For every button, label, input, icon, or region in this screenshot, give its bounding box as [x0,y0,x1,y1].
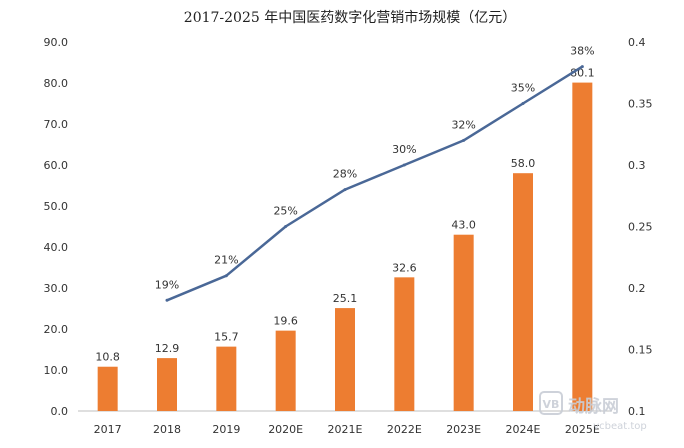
line-point [402,163,406,167]
x-tick-label: 2020E [268,423,303,436]
line-value-label: 28% [333,168,357,181]
line-point [165,298,169,302]
line-value-label: 32% [451,118,475,131]
line-point [580,65,584,69]
x-tick-label: 2022E [387,423,422,436]
line-value-label: 19% [155,278,179,291]
bar [572,82,593,411]
x-tick-label: 2021E [328,423,363,436]
y-left-tick-label: 20.0 [44,323,69,336]
y-right-tick-label: 0.15 [628,344,653,357]
bar-value-label: 58.0 [511,157,536,170]
bar [157,358,177,411]
y-left-tick-label: 30.0 [44,282,69,295]
line-value-label: 25% [273,205,297,218]
bar [275,330,296,411]
y-left-tick-label: 0.0 [51,405,69,418]
line-value-label: 35% [511,82,535,95]
bar-series [97,82,593,411]
y-left-tick-label: 60.0 [44,159,69,172]
line-point [462,138,466,142]
y-right-tick-label: 0.2 [628,282,646,295]
bar [216,346,237,411]
y-left-tick-label: 10.0 [44,364,69,377]
y-right-tick-label: 0.1 [628,405,646,418]
y-left-tick-label: 50.0 [44,200,69,213]
bar-value-label: 19.6 [273,315,298,328]
x-tick-labels: 2017 2018 2019 2020E 2021E 2022E 2023E 2024E 202… [94,423,600,436]
line-value-label: 38% [570,45,594,58]
bar [394,277,415,411]
y-left-tick-label: 90.0 [44,36,69,49]
line-value-label: 30% [392,143,416,156]
bar-value-label: 10.8 [95,351,120,364]
bar [513,173,533,411]
bar-value-label: 25.1 [333,292,358,305]
bar-value-label: 12.9 [155,342,180,355]
x-tick-label: 2023E [446,423,481,436]
watermark-badge [539,391,563,415]
watermark-brand: 动脉网 [568,396,619,417]
watermark-logo: VB 动脉网 vcbeat.top [539,391,647,432]
y-right-tick-label: 0.4 [628,36,646,49]
y-left-tick-label: 70.0 [44,118,69,131]
line-point [284,225,288,228]
bar [335,308,355,411]
y-axis-right: 0.1 0.15 0.2 0.25 0.3 0.35 0.4 [628,36,653,418]
line-point [343,188,347,192]
watermark-badge-letters: VB [543,398,560,411]
bar-value-labels: 10.812.915.719.625.132.643.058.080.1 [95,67,594,364]
bar [453,234,474,411]
line-value-labels: 19% 21% 25% 28% 30% 32% 35% 38% [155,45,595,292]
x-tick-label: 2024E [506,423,541,436]
x-tick-label: 2025E [565,423,600,436]
x-tick-label: 2018 [153,423,181,436]
y-axis-left: 0.0 10.0 20.0 30.0 40.0 50.0 60.0 70.0 80.0 90.0 [44,36,69,418]
line-path [166,65,583,302]
bar-value-label: 15.7 [214,331,239,344]
line-series [165,65,584,302]
line-point [224,274,228,278]
y-right-tick-label: 0.25 [628,221,653,234]
bar [97,366,118,411]
bar-value-label: 32.6 [392,261,417,274]
watermark-site: vcbeat.top [593,421,647,432]
y-left-tick-label: 40.0 [44,241,69,254]
y-right-tick-label: 0.3 [628,159,646,172]
x-tick-label: 2017 [94,423,122,436]
line-point [521,102,525,105]
bar-value-label: 43.0 [451,219,476,232]
x-tick-label: 2019 [212,423,240,436]
y-right-tick-label: 0.35 [628,98,653,111]
y-left-tick-label: 80.0 [44,77,69,90]
line-value-label: 21% [214,254,238,267]
chart-title: 2017-2025 年中国医药数字化营销市场规模（亿元） [184,9,516,26]
